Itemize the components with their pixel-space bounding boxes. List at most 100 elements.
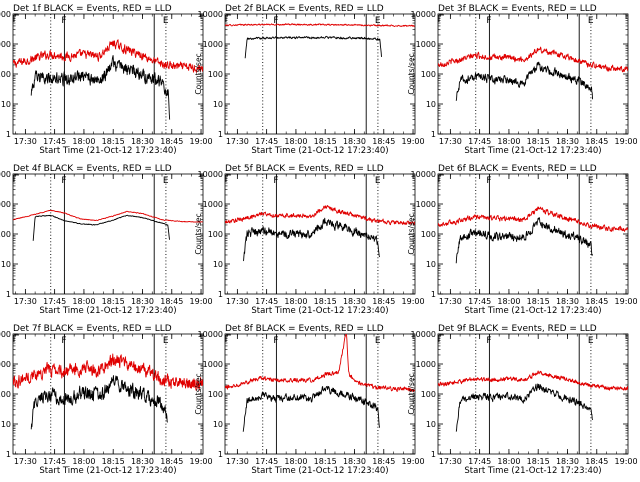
x-tick-label: 18:15 [314, 297, 337, 306]
x-tick-label: 18:30 [131, 457, 154, 466]
x-tick-label: 18:45 [372, 137, 395, 146]
x-tick-label: 17:30 [226, 137, 249, 146]
marker-label: E [163, 16, 169, 26]
panel-title: Det 2f BLACK = Events, RED = LLD [225, 4, 384, 14]
lld-series-line [13, 353, 203, 391]
lld-series-line [225, 204, 415, 226]
y-tick-label: 100 [208, 230, 223, 239]
y-tick-label: 10 [426, 420, 436, 429]
y-tick-label: 10 [213, 260, 223, 269]
y-tick-label: 100 [421, 70, 436, 79]
x-tick-label: 17:45 [43, 137, 66, 146]
y-tick-label: 10000 [198, 10, 223, 19]
x-tick-label: 17:30 [439, 457, 462, 466]
x-tick-label: 17:30 [14, 457, 37, 466]
detector-panel-8: Det 8f BLACK = Events, RED = LLD 1 10 100 10… [194, 324, 425, 476]
x-tick-label: 18:45 [160, 457, 183, 466]
events-series-line [242, 217, 380, 262]
detector-panel-4: Det 4f BLACK = Events, RED = LLD 1 10 100 10… [0, 164, 213, 316]
lld-series-line [438, 370, 628, 391]
x-tick-label: 19:00 [190, 137, 213, 146]
x-tick-label: 18:00 [284, 137, 307, 146]
x-tick-label: 19:00 [190, 297, 213, 306]
x-tick-label: 18:00 [72, 457, 95, 466]
y-tick-label: 1 [6, 290, 11, 299]
x-tick-label: 18:00 [497, 457, 520, 466]
x-tick-label: 18:15 [102, 297, 125, 306]
x-tick-label: 18:30 [343, 137, 366, 146]
detector-panel-1: Det 1f BLACK = Events, RED = LLD 1 10 100 10… [0, 4, 213, 156]
x-tick-label: 18:30 [556, 297, 579, 306]
y-axis-label: Counts/sec [407, 373, 416, 414]
marker-label: F [61, 336, 66, 346]
y-tick-label: 1000 [416, 40, 436, 49]
y-axis-label: Counts/sec [194, 373, 203, 414]
y-tick-label: 10 [426, 100, 436, 109]
marker-label: F [486, 16, 491, 26]
y-tick-label: 1 [218, 290, 223, 299]
corner-flag [438, 14, 444, 22]
x-tick-label: 18:30 [131, 297, 154, 306]
panel-title: Det 1f BLACK = Events, RED = LLD [13, 4, 172, 14]
corner-flag [13, 334, 19, 342]
panel-title: Det 7f BLACK = Events, RED = LLD [13, 324, 172, 334]
corner-flag [225, 14, 231, 22]
y-tick-label: 1 [218, 450, 223, 459]
events-series-line [455, 383, 593, 432]
x-tick-label: 18:45 [372, 457, 395, 466]
panel-title: Det 6f BLACK = Events, RED = LLD [438, 164, 597, 174]
x-tick-label: 17:30 [226, 457, 249, 466]
y-tick-label: 1000 [203, 40, 223, 49]
x-axis-label: Start Time (21-Oct-12 17:23:40) [464, 466, 601, 476]
x-tick-label: 17:30 [226, 297, 249, 306]
x-tick-label: 17:45 [43, 457, 66, 466]
x-tick-label: 18:15 [102, 457, 125, 466]
y-tick-label: 10 [1, 100, 11, 109]
y-tick-label: 10 [213, 420, 223, 429]
x-tick-label: 18:15 [102, 137, 125, 146]
marker-label: F [273, 336, 278, 346]
plot-frame [437, 173, 629, 295]
corner-flag [13, 174, 19, 182]
x-axis-label: Start Time (21-Oct-12 17:23:40) [39, 306, 176, 316]
x-tick-label: 19:00 [402, 297, 425, 306]
marker-label: E [163, 336, 169, 346]
x-tick-label: 19:00 [615, 137, 638, 146]
x-tick-label: 18:00 [497, 297, 520, 306]
x-tick-label: 18:45 [585, 137, 608, 146]
y-tick-label: 1000 [0, 360, 11, 369]
corner-flag [225, 334, 231, 342]
x-tick-label: 18:00 [284, 457, 307, 466]
x-tick-label: 17:45 [468, 457, 491, 466]
x-axis-label: Start Time (21-Oct-12 17:23:40) [251, 146, 388, 156]
marker-label: E [588, 336, 594, 346]
events-series-line [30, 375, 168, 430]
lld-series-line [438, 46, 628, 73]
corner-flag [13, 14, 19, 22]
y-tick-label: 10000 [411, 10, 436, 19]
x-tick-label: 18:30 [556, 137, 579, 146]
events-series-line [30, 55, 171, 120]
lld-series-line [438, 206, 628, 233]
y-tick-label: 10000 [198, 330, 223, 339]
x-axis-label: Start Time (21-Oct-12 17:23:40) [464, 306, 601, 316]
x-axis-label: Start Time (21-Oct-12 17:23:40) [39, 146, 176, 156]
marker-label: E [163, 176, 169, 186]
marker-label: E [375, 336, 381, 346]
marker-label: F [486, 336, 491, 346]
y-tick-label: 1 [218, 130, 223, 139]
y-tick-label: 1 [6, 130, 11, 139]
x-tick-label: 19:00 [402, 137, 425, 146]
y-tick-label: 1000 [203, 360, 223, 369]
x-axis-label: Start Time (21-Oct-12 17:23:40) [251, 306, 388, 316]
x-tick-label: 17:30 [439, 137, 462, 146]
marker-label: E [588, 176, 594, 186]
x-tick-label: 18:45 [372, 297, 395, 306]
y-tick-label: 10 [213, 100, 223, 109]
y-tick-label: 1000 [203, 200, 223, 209]
x-tick-label: 18:30 [556, 457, 579, 466]
x-axis-label: Start Time (21-Oct-12 17:23:40) [464, 146, 601, 156]
x-tick-label: 17:30 [439, 297, 462, 306]
y-tick-label: 100 [0, 230, 11, 239]
y-tick-label: 100 [0, 70, 11, 79]
